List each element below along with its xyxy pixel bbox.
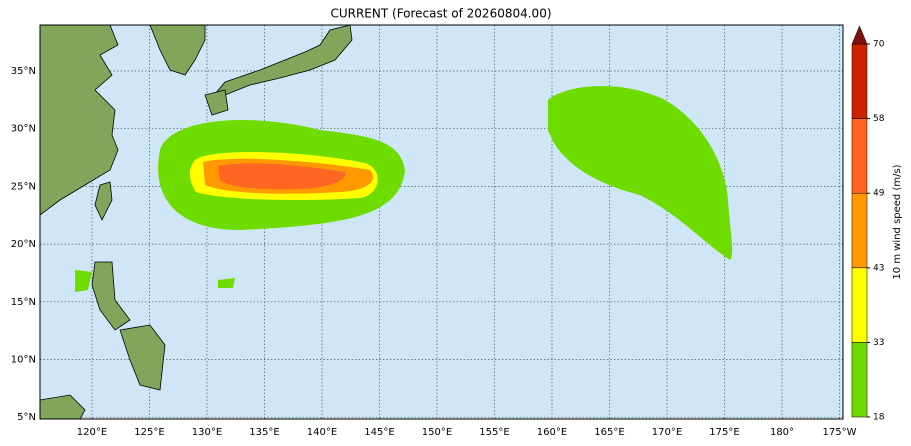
kyushu xyxy=(204,89,229,116)
lat-label: 30°N xyxy=(11,124,36,135)
colorbar-tick-label: 49 xyxy=(873,189,885,199)
china-coast xyxy=(39,24,119,216)
luzon xyxy=(91,261,131,331)
mindanao xyxy=(119,324,166,391)
lon-label: 165°E xyxy=(594,427,624,438)
lon-label: 170°E xyxy=(652,427,682,438)
colorbar-label: 10 m wind speed (m/s) xyxy=(892,164,903,279)
lat-label: 25°N xyxy=(11,181,36,192)
colorbar-extend xyxy=(851,25,868,45)
colorbar-tick-label: 33 xyxy=(873,338,884,348)
wind-area xyxy=(218,278,235,288)
lon-label: 180° xyxy=(770,427,794,438)
lat-label: 5°N xyxy=(17,412,36,423)
colorbar-tick-label: 18 xyxy=(873,413,885,423)
colorbar-segment xyxy=(851,267,868,343)
lon-label: 140°E xyxy=(307,427,337,438)
lon-label: 155°E xyxy=(479,427,509,438)
lon-label: 125°E xyxy=(134,427,164,438)
lon-label: 130°E xyxy=(192,427,222,438)
colorbar-segment xyxy=(851,118,868,194)
wind-area xyxy=(548,86,733,260)
colorbar-segment xyxy=(851,342,868,418)
colorbar-segment xyxy=(851,43,868,119)
map xyxy=(39,24,844,420)
lon-label: 175°E xyxy=(709,427,739,438)
lat-label: 35°N xyxy=(11,66,36,77)
lon-label: 135°E xyxy=(249,427,279,438)
map-frame xyxy=(39,24,844,420)
wind-area xyxy=(218,163,346,190)
lon-label: 160°E xyxy=(537,427,567,438)
taiwan xyxy=(94,181,113,221)
lon-label: 145°E xyxy=(364,427,394,438)
lat-label: 15°N xyxy=(11,297,36,308)
lat-label: 20°N xyxy=(11,239,36,250)
lon-label: 120°E xyxy=(77,427,107,438)
lon-label: 150°E xyxy=(422,427,452,438)
title: CURRENT (Forecast of 20260804.00) xyxy=(330,7,551,21)
colorbar-segment xyxy=(851,192,868,269)
lat-label: 10°N xyxy=(11,355,36,366)
colorbar-tick-label: 58 xyxy=(873,114,885,124)
colorbar: 18 33 43 49 58 70 xyxy=(851,25,885,423)
korea xyxy=(149,24,206,76)
japan xyxy=(208,24,353,101)
wind-area xyxy=(75,270,92,292)
lon-label: 175°W xyxy=(823,427,857,438)
colorbar-tick-label: 43 xyxy=(873,263,884,273)
colorbar-tick-label: 70 xyxy=(873,40,885,50)
